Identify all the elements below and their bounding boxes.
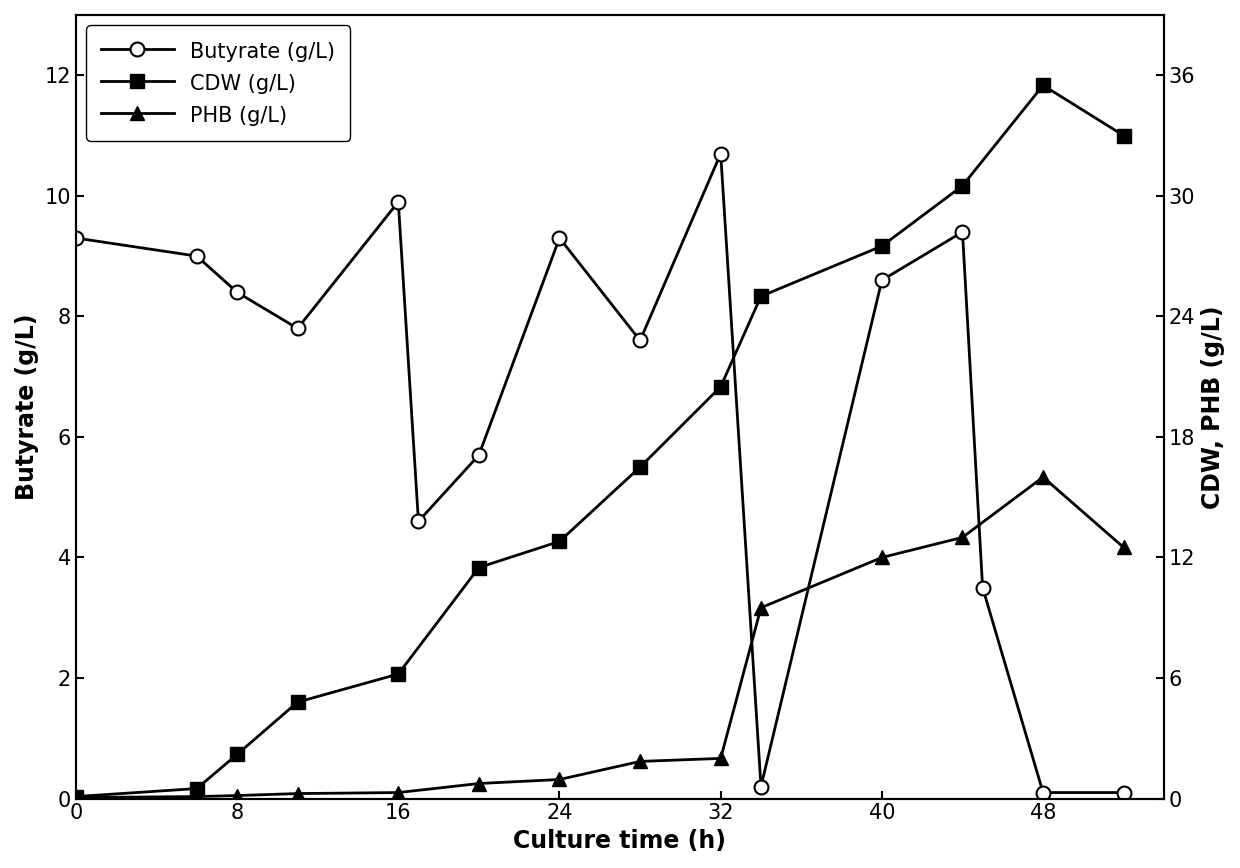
PHB (g/L)	[471, 779, 486, 789]
PHB (g/L)	[1035, 472, 1050, 483]
Butyrate (g/L)	[632, 335, 647, 345]
Line: PHB (g/L): PHB (g/L)	[69, 470, 1131, 805]
PHB (g/L)	[713, 753, 728, 764]
Butyrate (g/L)	[955, 227, 970, 237]
Legend: Butyrate (g/L), CDW (g/L), PHB (g/L): Butyrate (g/L), CDW (g/L), PHB (g/L)	[87, 25, 350, 141]
Butyrate (g/L)	[410, 516, 425, 527]
CDW (g/L)	[632, 462, 647, 472]
CDW (g/L)	[68, 792, 83, 802]
CDW (g/L)	[190, 783, 205, 793]
Butyrate (g/L)	[975, 582, 990, 593]
Butyrate (g/L)	[754, 781, 769, 792]
CDW (g/L)	[552, 536, 567, 547]
PHB (g/L)	[68, 792, 83, 803]
CDW (g/L)	[1116, 130, 1131, 141]
Butyrate (g/L)	[1035, 787, 1050, 798]
CDW (g/L)	[1035, 80, 1050, 90]
PHB (g/L)	[290, 788, 305, 799]
Butyrate (g/L)	[713, 148, 728, 159]
Butyrate (g/L)	[290, 323, 305, 333]
X-axis label: Culture time (h): Culture time (h)	[513, 829, 727, 853]
CDW (g/L)	[391, 669, 405, 680]
PHB (g/L)	[229, 791, 244, 801]
CDW (g/L)	[229, 749, 244, 760]
Butyrate (g/L)	[874, 275, 889, 286]
Y-axis label: CDW, PHB (g/L): CDW, PHB (g/L)	[1202, 305, 1225, 509]
CDW (g/L)	[874, 240, 889, 251]
Butyrate (g/L)	[1116, 787, 1131, 798]
Butyrate (g/L)	[552, 233, 567, 243]
Butyrate (g/L)	[471, 450, 486, 460]
Line: CDW (g/L): CDW (g/L)	[69, 78, 1131, 804]
Y-axis label: Butyrate (g/L): Butyrate (g/L)	[15, 313, 38, 500]
CDW (g/L)	[713, 382, 728, 392]
PHB (g/L)	[874, 552, 889, 562]
PHB (g/L)	[391, 787, 405, 798]
PHB (g/L)	[955, 532, 970, 542]
Butyrate (g/L)	[190, 251, 205, 261]
PHB (g/L)	[632, 756, 647, 766]
PHB (g/L)	[190, 792, 205, 802]
Butyrate (g/L)	[391, 197, 405, 207]
PHB (g/L)	[1116, 542, 1131, 553]
CDW (g/L)	[955, 181, 970, 191]
PHB (g/L)	[754, 602, 769, 613]
Line: Butyrate (g/L): Butyrate (g/L)	[69, 147, 1131, 799]
PHB (g/L)	[552, 774, 567, 785]
Butyrate (g/L)	[68, 233, 83, 243]
CDW (g/L)	[754, 291, 769, 301]
CDW (g/L)	[290, 697, 305, 707]
Butyrate (g/L)	[229, 287, 244, 298]
CDW (g/L)	[471, 562, 486, 573]
